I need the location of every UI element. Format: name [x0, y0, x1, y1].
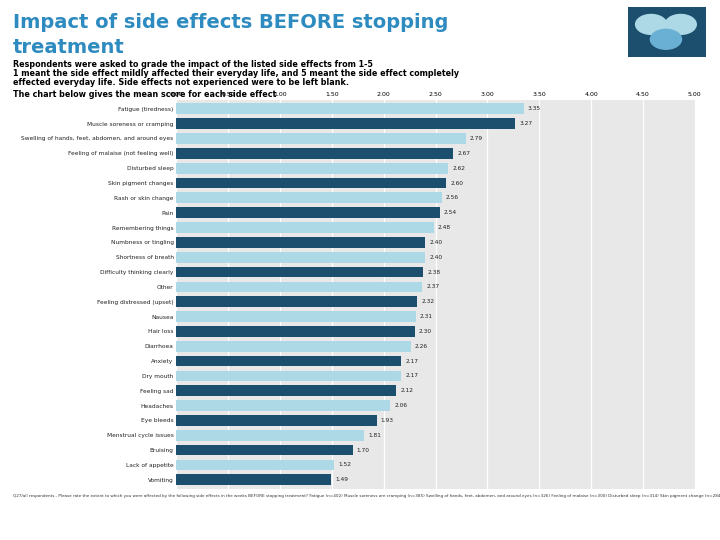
- Bar: [176, 311, 416, 322]
- Bar: [176, 163, 448, 173]
- Text: 2.31: 2.31: [420, 314, 433, 319]
- Bar: [176, 207, 440, 218]
- Text: 1.81: 1.81: [368, 433, 381, 438]
- Circle shape: [636, 15, 667, 35]
- Circle shape: [650, 29, 682, 49]
- Bar: [176, 237, 426, 248]
- Text: 2.17: 2.17: [405, 359, 418, 363]
- Bar: [176, 281, 422, 292]
- Bar: [176, 148, 453, 159]
- Text: The chart below gives the mean score for each side effect: The chart below gives the mean score for…: [13, 90, 276, 99]
- Bar: [176, 475, 331, 485]
- Text: effected everyday life. Side effects not experienced were to be left blank.: effected everyday life. Side effects not…: [13, 78, 349, 87]
- Text: 2.40: 2.40: [429, 255, 443, 260]
- Text: 2.54: 2.54: [444, 210, 457, 215]
- Text: 1.93: 1.93: [381, 418, 394, 423]
- Text: 1.70: 1.70: [357, 448, 370, 453]
- Text: 3.35: 3.35: [528, 106, 541, 111]
- Text: 2.17: 2.17: [405, 374, 418, 379]
- Text: 2.62: 2.62: [452, 166, 465, 171]
- Text: 1.49: 1.49: [335, 477, 348, 482]
- Text: 2.40: 2.40: [429, 240, 443, 245]
- Bar: [176, 118, 516, 129]
- Bar: [176, 178, 446, 188]
- Text: Impact of side effects BEFORE stopping: Impact of side effects BEFORE stopping: [13, 14, 449, 32]
- Text: Respondents were asked to grade the impact of the listed side effects from 1-5: Respondents were asked to grade the impa…: [13, 60, 373, 70]
- Text: 1.52: 1.52: [338, 462, 351, 468]
- Bar: [176, 326, 415, 337]
- Bar: [176, 192, 442, 203]
- Bar: [176, 400, 390, 411]
- Bar: [176, 356, 401, 367]
- Bar: [176, 386, 396, 396]
- Bar: [176, 430, 364, 441]
- Circle shape: [665, 15, 696, 35]
- Text: 3.27: 3.27: [520, 121, 533, 126]
- Bar: [176, 222, 433, 233]
- Bar: [176, 267, 423, 278]
- Text: Q27/all respondents - Please rate the extent to which you were affected by the f: Q27/all respondents - Please rate the ex…: [13, 494, 720, 498]
- Bar: [176, 460, 334, 470]
- Text: 2.79: 2.79: [470, 136, 483, 141]
- Text: 2.06: 2.06: [394, 403, 407, 408]
- Text: 2.60: 2.60: [450, 180, 463, 186]
- Bar: [176, 415, 377, 426]
- Text: 2.38: 2.38: [427, 269, 441, 274]
- Bar: [176, 104, 523, 114]
- Bar: [176, 341, 410, 352]
- Bar: [176, 252, 426, 262]
- Text: 2.56: 2.56: [446, 195, 459, 200]
- Text: 2.26: 2.26: [415, 344, 428, 349]
- Text: 2.37: 2.37: [426, 285, 439, 289]
- Text: 2.30: 2.30: [419, 329, 432, 334]
- Text: 2.32: 2.32: [421, 299, 434, 304]
- Text: 2.48: 2.48: [438, 225, 451, 230]
- Bar: [176, 296, 417, 307]
- Text: 1 meant the side effect mildly affected their everyday life, and 5 meant the sid: 1 meant the side effect mildly affected …: [13, 69, 459, 78]
- Text: treatment: treatment: [13, 38, 125, 57]
- Bar: [176, 370, 401, 381]
- Bar: [176, 445, 353, 455]
- Text: 2.67: 2.67: [457, 151, 470, 156]
- Text: 2.12: 2.12: [400, 388, 413, 393]
- Bar: [176, 133, 466, 144]
